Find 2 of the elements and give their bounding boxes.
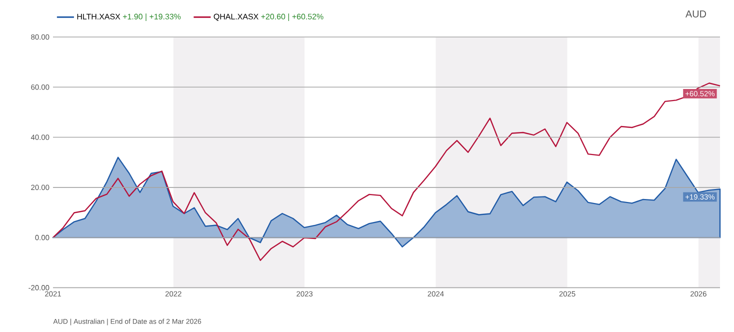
text: AUD <box>685 10 706 18</box>
line-series <box>52 82 721 261</box>
